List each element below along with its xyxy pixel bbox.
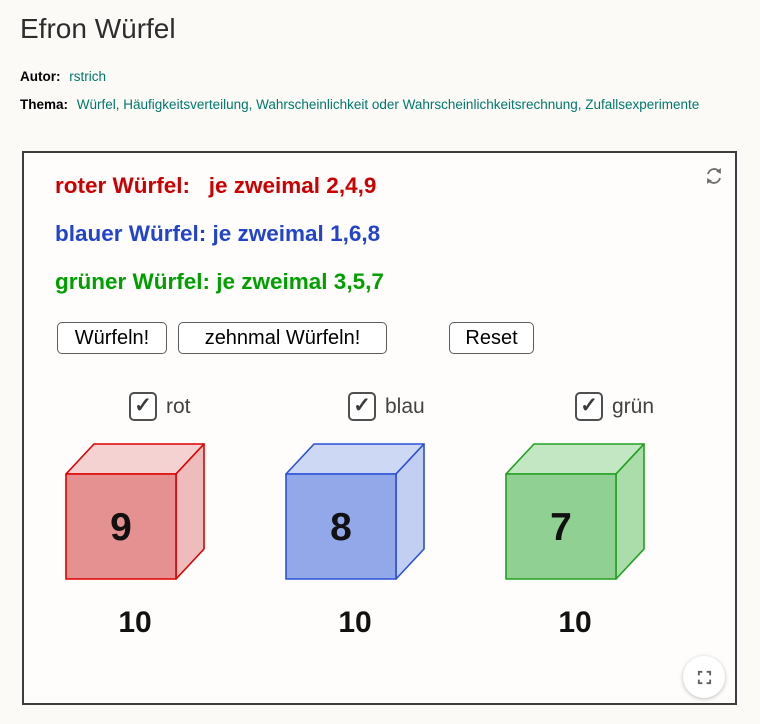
- checkmark-icon: ✓: [353, 394, 371, 417]
- blue-die-count: 10: [338, 606, 372, 639]
- red-die-cube: 9: [65, 443, 205, 580]
- checkmark-icon: ✓: [134, 394, 152, 417]
- cube-front-face: [65, 473, 177, 580]
- checkbox-box[interactable]: ✓: [575, 392, 603, 421]
- blue-die-cube: 8: [285, 443, 425, 580]
- topic-row: Thema: Würfel, Häufigkeitsverteilung, Wa…: [20, 97, 760, 112]
- author-row: Autor: rstrich: [20, 69, 760, 84]
- green-die-count: 10: [558, 606, 592, 639]
- cube-front-face: [285, 473, 397, 580]
- checkbox-blau[interactable]: ✓ blau: [348, 392, 425, 421]
- red-die-info: roter Würfel: je zweimal 2,4,9: [55, 173, 377, 198]
- blue-die-face-number: 8: [330, 506, 352, 549]
- topic-links[interactable]: Würfel, Häufigkeitsverteilung, Wahrschei…: [76, 97, 700, 112]
- blue-die-info: blauer Würfel: je zweimal 1,6,8: [55, 221, 381, 246]
- fullscreen-button[interactable]: [683, 656, 725, 698]
- reset-button[interactable]: Reset: [449, 322, 534, 354]
- checkbox-label-blau: blau: [385, 394, 425, 418]
- checkbox-grun[interactable]: ✓ grün: [575, 392, 654, 421]
- red-die-count: 10: [118, 606, 152, 639]
- cube-front-face: [505, 473, 617, 580]
- green-die-info: grüner Würfel: je zweimal 3,5,7: [55, 269, 384, 294]
- red-die-face-number: 9: [110, 506, 132, 549]
- applet-panel: roter Würfel: je zweimal 2,4,9 blauer Wü…: [22, 151, 737, 705]
- checkbox-box[interactable]: ✓: [348, 392, 376, 421]
- checkbox-box[interactable]: ✓: [129, 392, 157, 421]
- checkmark-icon: ✓: [580, 394, 598, 417]
- checkbox-label-grun: grün: [612, 394, 655, 418]
- page-title: Efron Würfel: [20, 13, 176, 44]
- refresh-button[interactable]: [701, 163, 727, 189]
- checkbox-label-rot: rot: [166, 394, 191, 418]
- checkbox-rot[interactable]: ✓ rot: [129, 392, 191, 421]
- roll-button[interactable]: Würfeln!: [57, 322, 167, 354]
- green-die-face-number: 7: [550, 506, 572, 549]
- topic-label: Thema:: [20, 97, 69, 112]
- fullscreen-icon: [697, 670, 711, 684]
- author-label: Autor:: [20, 69, 61, 84]
- author-link[interactable]: rstrich: [69, 69, 107, 84]
- roll-ten-button[interactable]: zehnmal Würfeln!: [178, 322, 387, 354]
- refresh-icon: [707, 168, 721, 184]
- green-die-cube: 7: [505, 443, 645, 580]
